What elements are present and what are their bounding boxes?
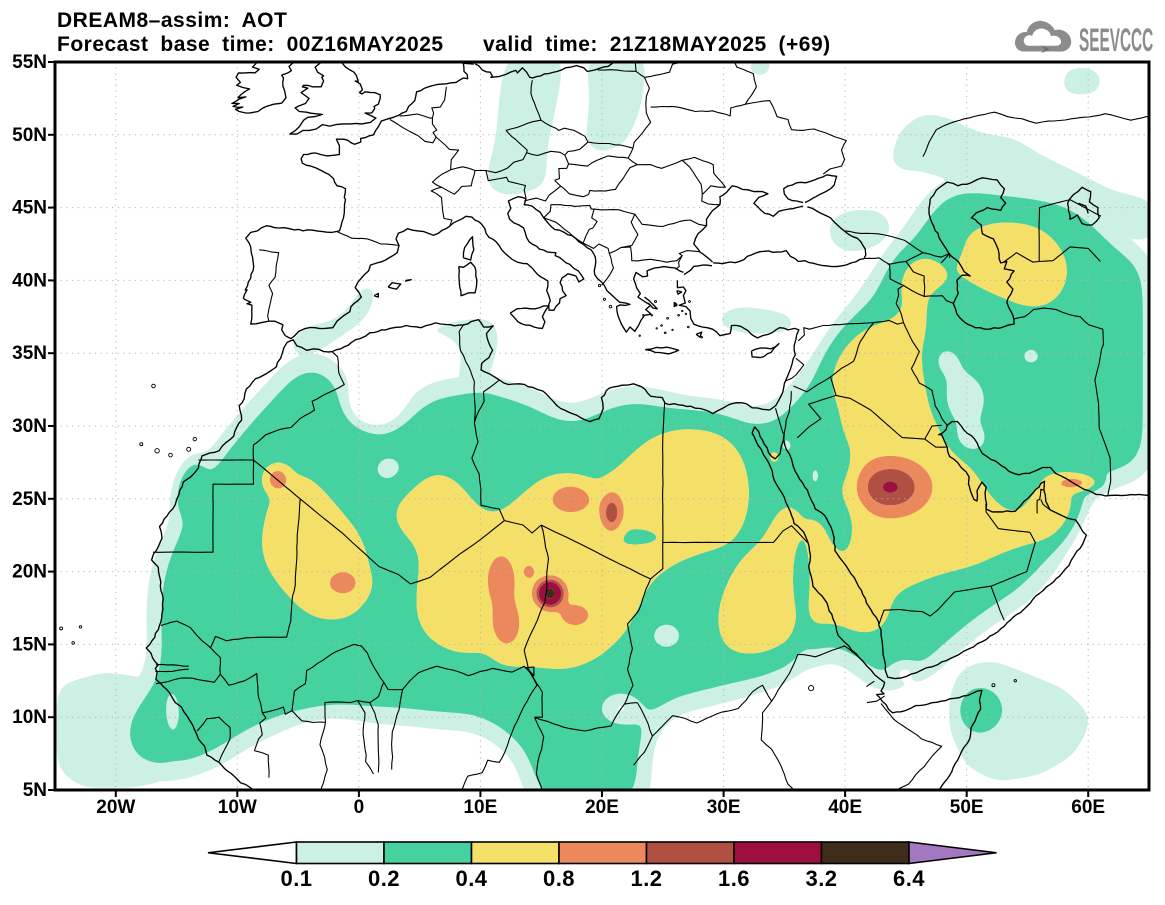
svg-text:20E: 20E xyxy=(585,797,619,818)
svg-text:40N: 40N xyxy=(12,270,47,291)
svg-text:3.2: 3.2 xyxy=(805,866,837,891)
svg-text:0.2: 0.2 xyxy=(368,866,400,891)
svg-text:30N: 30N xyxy=(12,416,47,437)
svg-text:Forecast base time: 00Z16MAY20: Forecast base time: 00Z16MAY2025 xyxy=(57,33,444,56)
svg-text:50N: 50N xyxy=(12,125,47,146)
svg-text:0.4: 0.4 xyxy=(455,866,487,891)
svg-text:10E: 10E xyxy=(463,797,497,818)
svg-text:1.2: 1.2 xyxy=(630,866,662,891)
svg-text:20N: 20N xyxy=(12,562,47,583)
svg-text:0.8: 0.8 xyxy=(543,866,575,891)
svg-text:DREAM8–assim: AOT: DREAM8–assim: AOT xyxy=(57,9,287,32)
svg-text:valid time: 21Z18MAY2025 (+69): valid time: 21Z18MAY2025 (+69) xyxy=(483,33,831,56)
svg-text:25N: 25N xyxy=(12,489,47,510)
svg-text:55N: 55N xyxy=(12,52,47,73)
svg-text:6.4: 6.4 xyxy=(893,866,925,891)
svg-text:5N: 5N xyxy=(23,780,47,801)
svg-text:30E: 30E xyxy=(707,797,741,818)
svg-text:10N: 10N xyxy=(12,707,47,728)
svg-text:60E: 60E xyxy=(1071,797,1105,818)
svg-text:20W: 20W xyxy=(96,797,135,818)
svg-text:10W: 10W xyxy=(218,797,257,818)
svg-text:45N: 45N xyxy=(12,198,47,219)
svg-text:40E: 40E xyxy=(828,797,862,818)
svg-text:SEEVCCC: SEEVCCC xyxy=(1079,23,1153,59)
svg-text:0: 0 xyxy=(354,797,365,818)
svg-text:15N: 15N xyxy=(12,634,47,655)
svg-text:0.1: 0.1 xyxy=(280,866,312,891)
svg-text:50E: 50E xyxy=(950,797,984,818)
svg-text:35N: 35N xyxy=(12,343,47,364)
svg-text:1.6: 1.6 xyxy=(718,866,750,891)
